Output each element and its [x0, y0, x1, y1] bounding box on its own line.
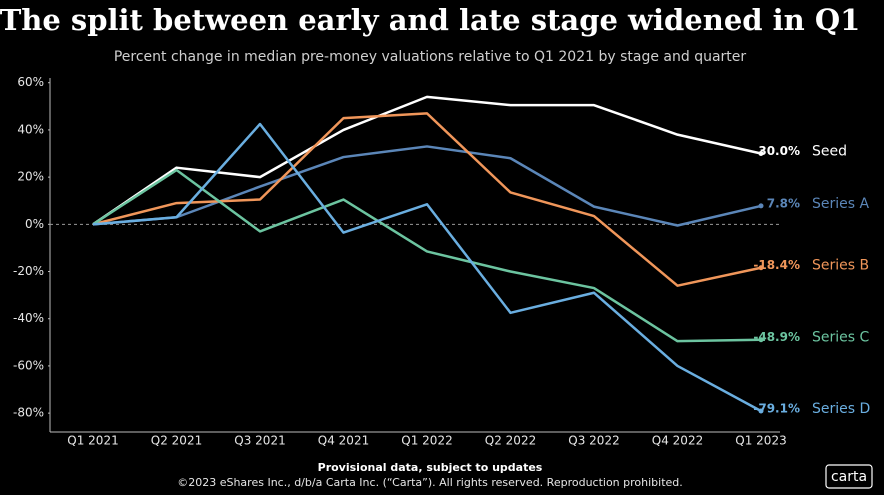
- x-tick-label: Q2 2021: [151, 434, 202, 448]
- y-tick-label: 60%: [17, 75, 44, 89]
- value-label: -48.9%: [753, 330, 800, 344]
- chart-subtitle: Percent change in median pre-money valua…: [114, 49, 747, 65]
- end-point: [758, 265, 764, 271]
- y-tick-label: -40%: [13, 311, 44, 325]
- legend-label: Seed: [812, 144, 847, 160]
- x-tick-label: Q3 2021: [234, 434, 285, 448]
- value-label: -79.1%: [753, 401, 800, 415]
- logo: carta: [831, 469, 867, 485]
- legend-label: Series D: [812, 401, 870, 417]
- series-line: [92, 122, 762, 413]
- legend-label: Series A: [812, 196, 870, 212]
- legend-label: Series C: [812, 330, 870, 346]
- y-tick-label: -80%: [13, 406, 44, 420]
- footer-note: Provisional data, subject to updates: [318, 461, 543, 474]
- x-tick-label: Q1 2021: [67, 434, 118, 448]
- y-tick-label: 20%: [17, 170, 44, 184]
- series-line: [92, 112, 762, 287]
- series-line: [92, 145, 762, 227]
- end-point: [758, 203, 764, 209]
- x-tick-label: Q4 2021: [318, 434, 369, 448]
- series-line: [92, 168, 762, 343]
- y-tick-label: -20%: [13, 264, 44, 278]
- end-point: [758, 337, 764, 343]
- y-tick-label: 0%: [25, 217, 44, 231]
- end-point: [758, 408, 764, 414]
- value-label: -18.4%: [753, 258, 800, 272]
- x-tick-label: Q2 2022: [485, 434, 536, 448]
- chart-title: The split between early and late stage w…: [0, 3, 860, 37]
- x-tick-label: Q3 2022: [568, 434, 619, 448]
- x-tick-label: Q4 2022: [652, 434, 703, 448]
- y-tick-label: -60%: [13, 358, 44, 372]
- legend-label: Series B: [812, 258, 869, 274]
- end-point: [758, 151, 764, 157]
- y-tick-label: 40%: [17, 122, 44, 136]
- x-tick-label: Q1 2022: [401, 434, 452, 448]
- series-line: [92, 95, 762, 226]
- footer-copyright: ©2023 eShares Inc., d/b/a Carta Inc. (“C…: [177, 476, 683, 489]
- x-tick-label: Q1 2023: [735, 434, 786, 448]
- value-label: 30.0%: [758, 144, 800, 158]
- logo-box: [825, 464, 873, 489]
- value-label: 7.8%: [767, 196, 800, 210]
